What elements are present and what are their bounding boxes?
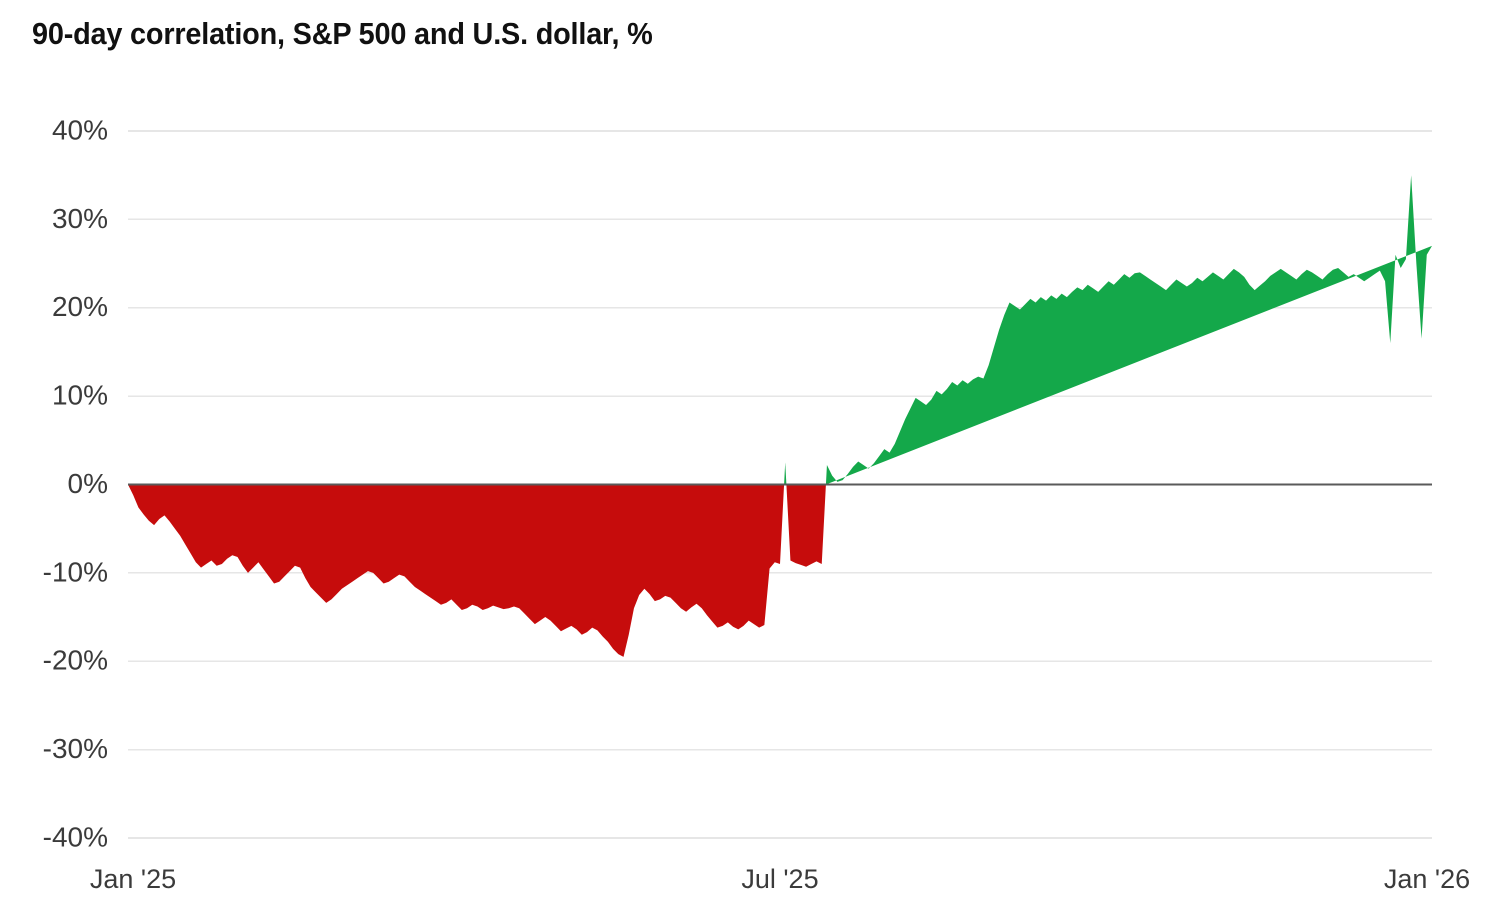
positive-area: [784, 462, 787, 485]
x-tick-label: Jan '25: [90, 864, 176, 894]
negative-area: [128, 484, 785, 657]
y-tick-label: 30%: [52, 203, 108, 234]
x-tick-label: Jul '25: [741, 864, 818, 894]
gridlines-group: [128, 130, 1432, 839]
x-axis-tick-labels: Jan '25 Jul '25 Jan '26: [90, 864, 1470, 894]
y-tick-label: -10%: [43, 556, 108, 587]
y-tick-label: 20%: [52, 291, 108, 322]
y-tick-label: -40%: [43, 821, 108, 852]
area-series-group: [128, 175, 1432, 657]
x-tick-label: Jan '26: [1384, 864, 1470, 894]
y-tick-label: 0%: [68, 468, 108, 499]
y-tick-label: 40%: [52, 114, 108, 145]
y-tick-label: -20%: [43, 645, 108, 676]
y-tick-label: -30%: [43, 733, 108, 764]
chart-title: 90-day correlation, S&P 500 and U.S. dol…: [32, 16, 653, 51]
positive-area: [825, 175, 1432, 485]
y-tick-label: 10%: [52, 380, 108, 411]
negative-area: [786, 484, 826, 567]
y-axis-tick-labels: 40% 30% 20% 10% 0% -10% -20% -30% -40%: [43, 114, 108, 852]
